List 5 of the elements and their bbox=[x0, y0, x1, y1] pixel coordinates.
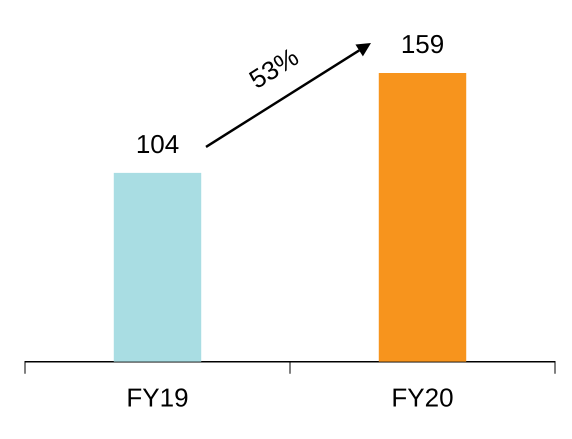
annotation: 53% bbox=[244, 42, 304, 96]
data-label: 159 bbox=[400, 29, 444, 60]
data-label: 104 bbox=[136, 129, 180, 160]
x-tick-label: FY19 bbox=[126, 382, 189, 413]
x-tick-label: FY20 bbox=[391, 382, 454, 413]
